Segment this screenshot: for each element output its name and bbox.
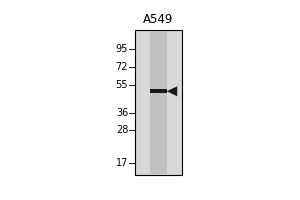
Text: 72: 72	[116, 62, 128, 72]
Bar	[150, 89, 167, 93]
Bar	[150, 31, 167, 174]
Text: 95: 95	[116, 44, 128, 54]
Text: 55: 55	[116, 80, 128, 90]
Text: 36: 36	[116, 108, 128, 118]
Bar	[135, 30, 182, 175]
Text: 17: 17	[116, 158, 128, 168]
Polygon shape	[167, 86, 177, 96]
Text: 28: 28	[116, 125, 128, 135]
Text: A549: A549	[143, 13, 174, 26]
